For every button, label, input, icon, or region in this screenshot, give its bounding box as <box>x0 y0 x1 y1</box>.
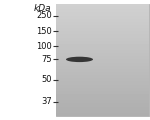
Text: 150: 150 <box>36 27 52 36</box>
Text: 37: 37 <box>41 97 52 107</box>
Bar <box>56 4 148 116</box>
Text: 75: 75 <box>41 55 52 64</box>
Text: 50: 50 <box>41 75 52 84</box>
Text: kDa: kDa <box>34 4 52 13</box>
Text: 250: 250 <box>36 11 52 20</box>
Ellipse shape <box>66 57 93 62</box>
Text: 100: 100 <box>36 42 52 51</box>
